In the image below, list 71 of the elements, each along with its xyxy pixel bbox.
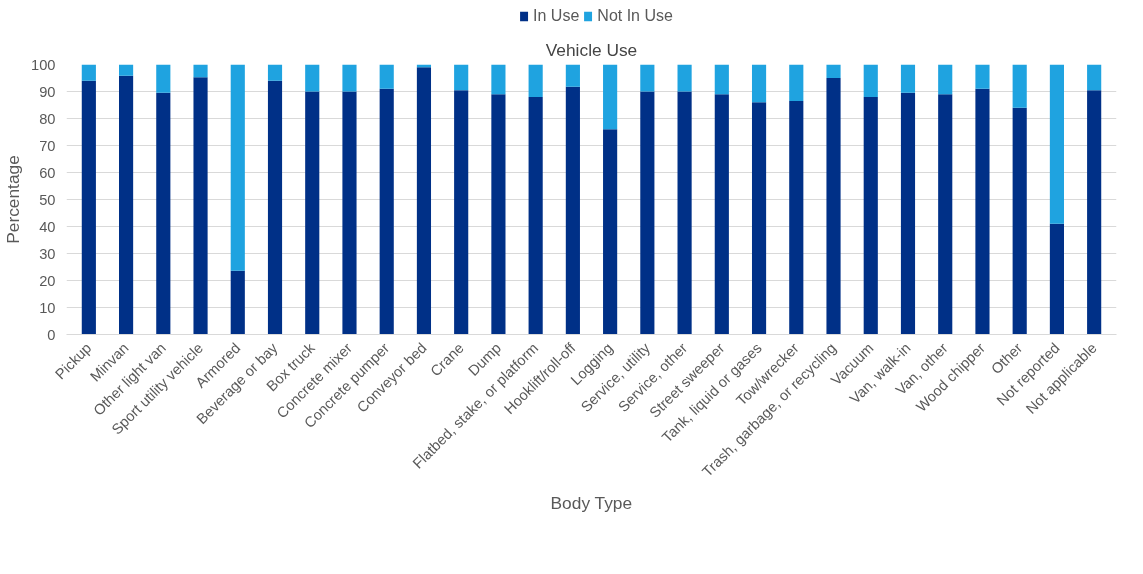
bar bbox=[938, 64, 953, 95]
bar bbox=[900, 64, 916, 93]
bar bbox=[714, 64, 729, 95]
bar bbox=[267, 64, 283, 81]
bar bbox=[491, 94, 506, 335]
y-axis-title: Percentage bbox=[3, 155, 24, 244]
bar bbox=[603, 64, 618, 130]
bar bbox=[1087, 90, 1102, 335]
bar bbox=[230, 64, 245, 271]
bar bbox=[975, 64, 990, 89]
bar bbox=[975, 88, 990, 335]
bar bbox=[1012, 107, 1027, 335]
bar bbox=[677, 64, 692, 92]
bar bbox=[193, 77, 208, 335]
bar bbox=[789, 64, 804, 101]
x-axis-title: Body Type bbox=[550, 493, 633, 514]
bar bbox=[603, 129, 618, 335]
chart-title: Vehicle Use bbox=[545, 39, 638, 60]
y-tick-label: 80 bbox=[39, 110, 56, 127]
legend-label: In Use bbox=[533, 7, 580, 25]
bar bbox=[156, 92, 171, 335]
y-tick-label: 70 bbox=[39, 137, 56, 154]
y-tick-label: 100 bbox=[31, 56, 56, 73]
bar bbox=[1087, 64, 1102, 91]
bar bbox=[677, 91, 692, 335]
bar bbox=[528, 96, 543, 335]
bar bbox=[751, 64, 767, 103]
bar bbox=[1049, 64, 1064, 224]
bar bbox=[230, 270, 245, 335]
bar bbox=[81, 80, 96, 335]
bar bbox=[640, 64, 655, 92]
legend-label: Not In Use bbox=[597, 7, 673, 25]
y-tick-label: 50 bbox=[39, 191, 56, 208]
bar bbox=[491, 64, 506, 95]
y-tick-label: 40 bbox=[39, 218, 56, 235]
bar bbox=[81, 64, 96, 81]
bar bbox=[1012, 64, 1027, 108]
bar bbox=[454, 64, 469, 91]
bar bbox=[119, 64, 134, 76]
bar bbox=[379, 88, 394, 335]
bar bbox=[156, 64, 171, 93]
bar bbox=[863, 64, 878, 97]
bar bbox=[528, 64, 543, 97]
bar bbox=[565, 64, 580, 87]
bar bbox=[826, 78, 841, 335]
bar bbox=[900, 92, 916, 335]
bar bbox=[826, 64, 841, 78]
bar bbox=[789, 100, 804, 335]
bar bbox=[267, 80, 283, 335]
bar bbox=[416, 67, 432, 335]
bar bbox=[305, 91, 320, 335]
bar bbox=[640, 91, 655, 335]
bar bbox=[379, 64, 394, 89]
y-tick-label: 90 bbox=[39, 83, 56, 100]
bar bbox=[863, 96, 878, 335]
bar bbox=[938, 94, 953, 335]
bar bbox=[342, 91, 357, 335]
bar bbox=[119, 75, 134, 335]
bar bbox=[714, 94, 729, 335]
bar bbox=[454, 90, 469, 335]
bar bbox=[305, 64, 320, 92]
y-tick-label: 0 bbox=[47, 326, 56, 343]
bar bbox=[565, 86, 580, 335]
y-tick-label: 60 bbox=[39, 164, 56, 181]
y-tick-label: 30 bbox=[39, 245, 56, 262]
bar bbox=[1049, 223, 1064, 335]
bar bbox=[342, 64, 357, 92]
y-tick-label: 20 bbox=[39, 272, 56, 289]
bar bbox=[751, 102, 767, 335]
bar bbox=[193, 64, 208, 78]
y-tick-label: 10 bbox=[39, 299, 56, 316]
